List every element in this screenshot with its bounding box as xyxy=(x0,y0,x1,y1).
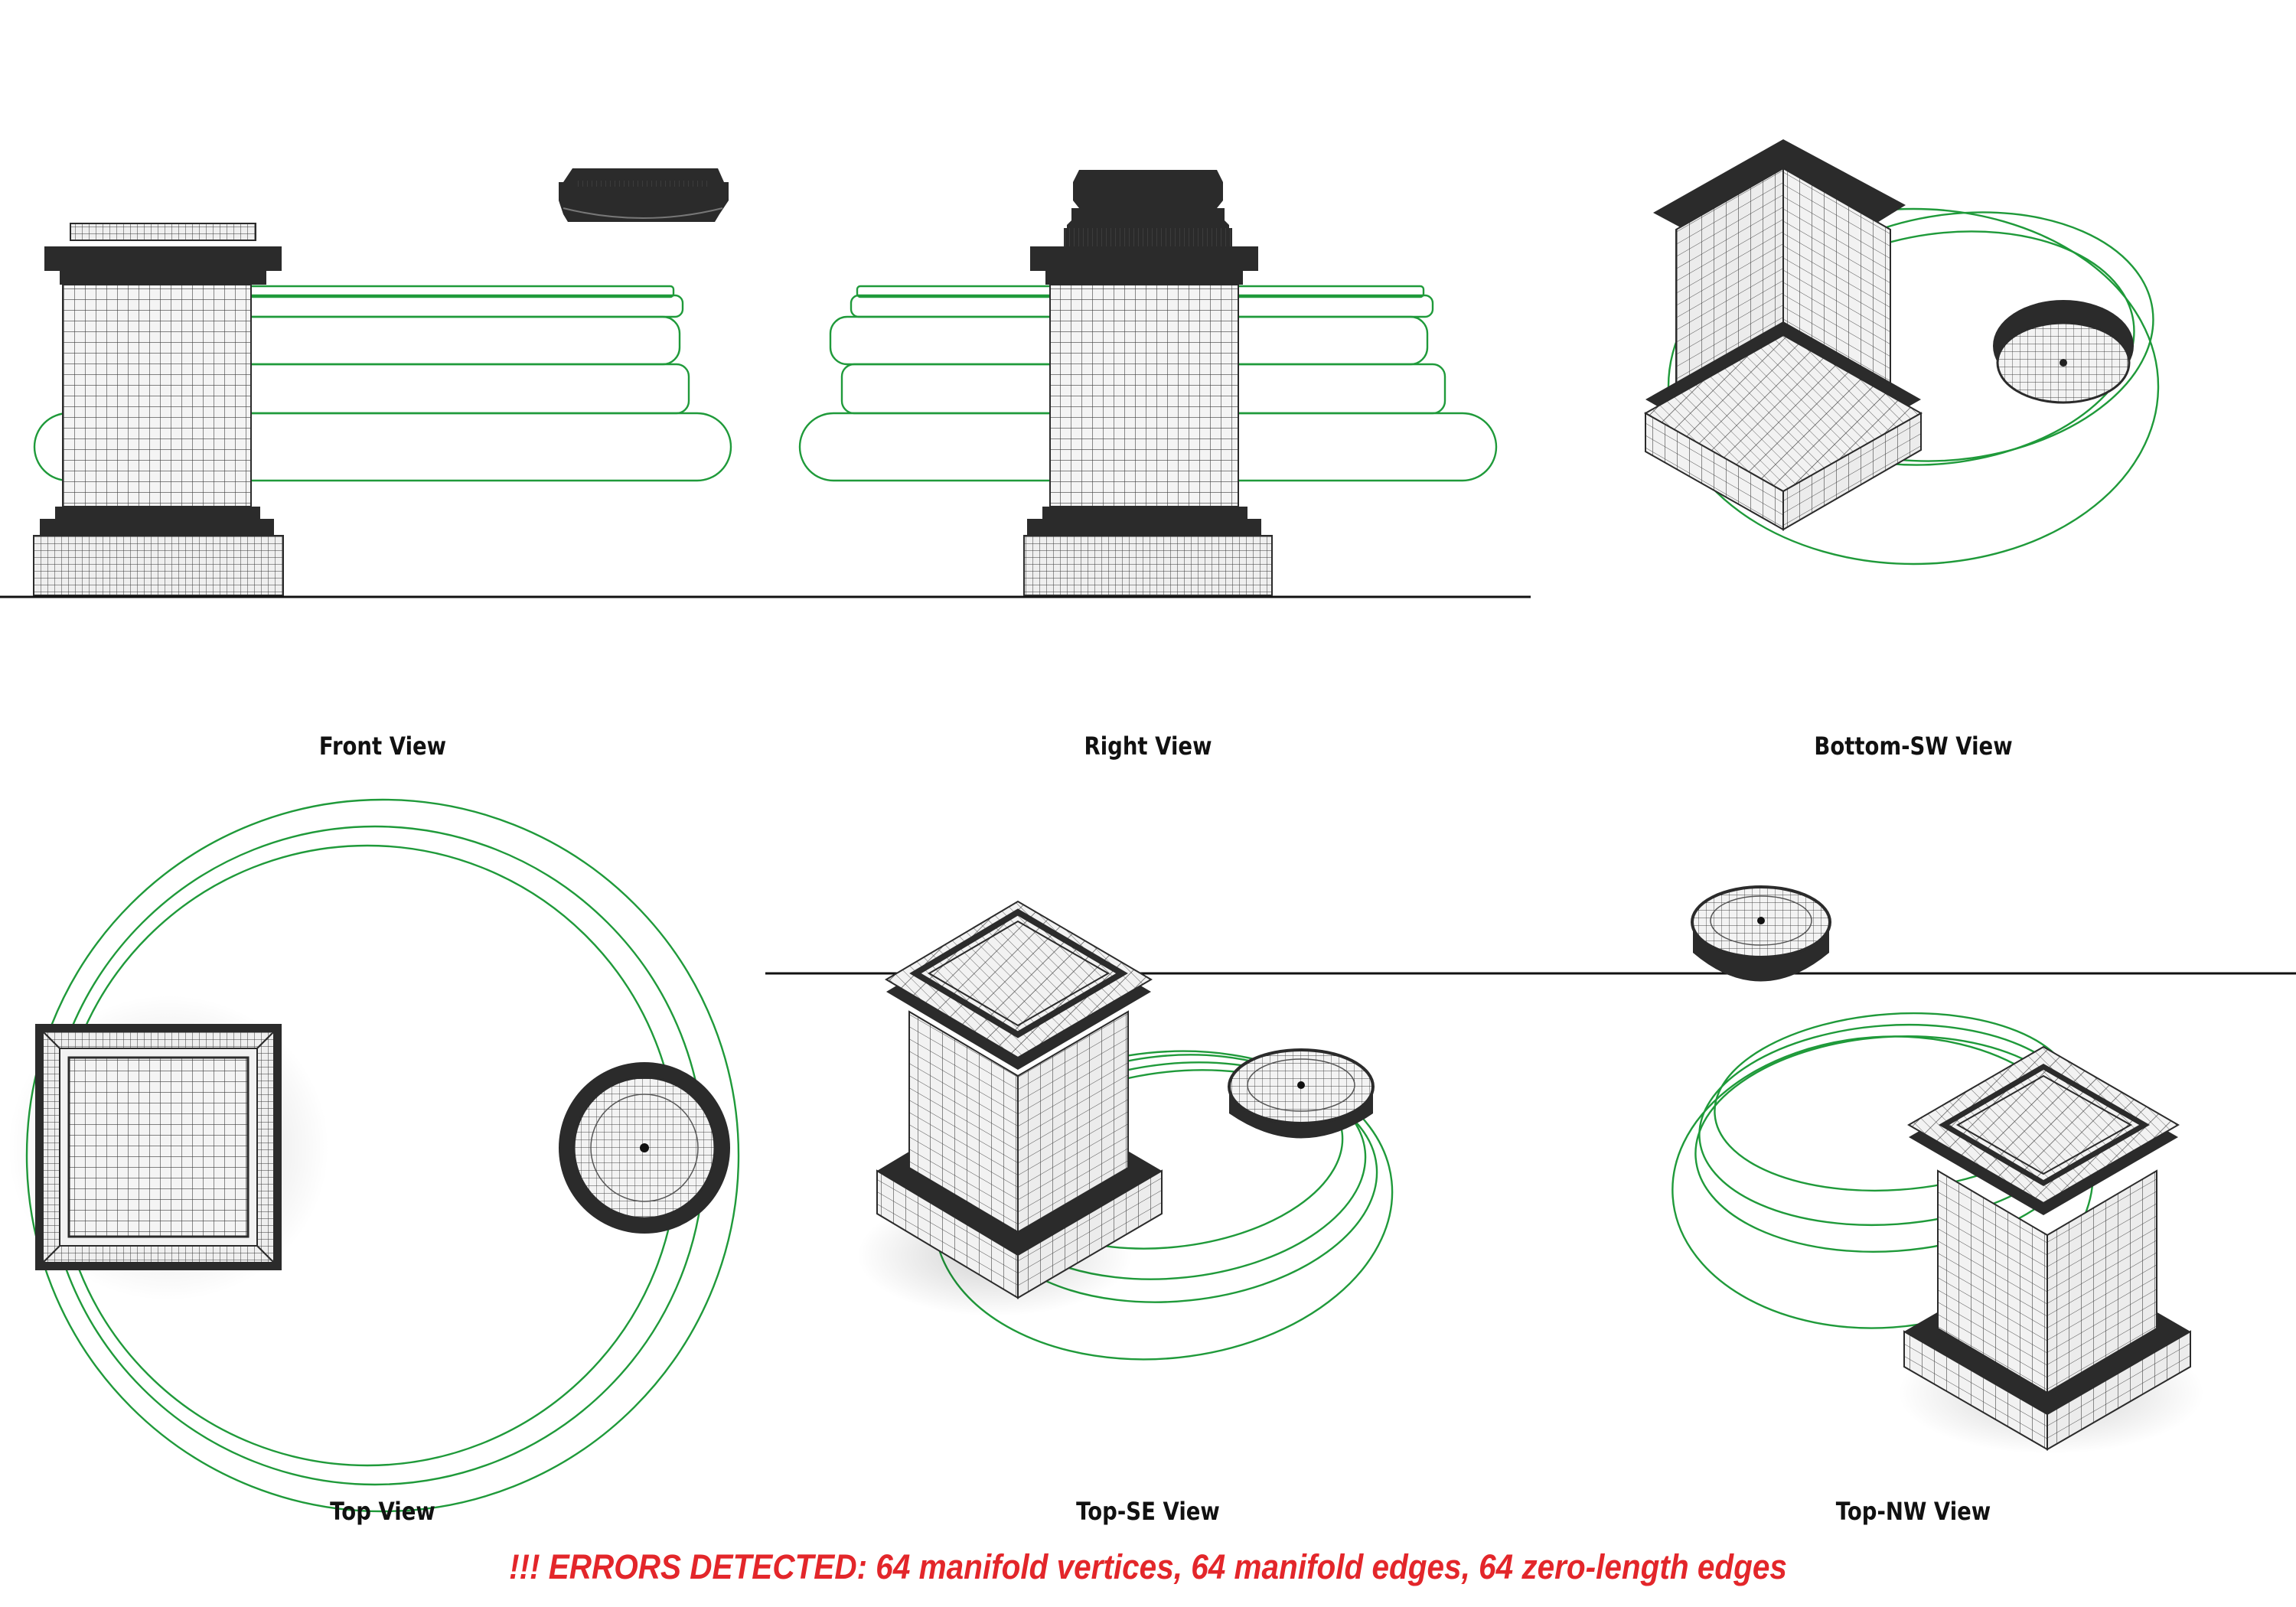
top-nw-view-cap xyxy=(1691,885,1831,982)
top-se-view-label: Top-SE View xyxy=(1076,1497,1220,1526)
front-view xyxy=(0,168,1531,598)
bottom-sw-view xyxy=(1643,139,2160,566)
front-view-cap xyxy=(559,168,729,222)
top-se-view-cap xyxy=(1228,1048,1375,1139)
top-view-label: Top View xyxy=(330,1497,435,1526)
error-banner: !!! ERRORS DETECTED: 64 manifold vertice… xyxy=(509,1547,1787,1586)
front-view-pedestal xyxy=(33,223,284,596)
right-view-pedestal xyxy=(1023,170,1273,596)
top-view-cap xyxy=(559,1062,730,1234)
bottom-sw-view-cap xyxy=(1993,300,2134,404)
bottom-sw-view-pedestal xyxy=(1643,139,1923,531)
bottom-sw-view-label: Bottom-SW View xyxy=(1814,732,2013,761)
right-view xyxy=(798,170,1498,596)
top-nw-view xyxy=(1671,885,2204,1454)
top-view xyxy=(8,798,740,1513)
top-view-pedestal xyxy=(35,1024,282,1270)
top-nw-view-pedestal xyxy=(1903,1045,2191,1451)
right-view-label: Right View xyxy=(1084,732,1212,761)
top-se-view xyxy=(765,900,2296,1361)
top-se-view-pedestal xyxy=(876,900,1163,1299)
front-view-label: Front View xyxy=(318,732,447,761)
top-nw-view-label: Top-NW View xyxy=(1835,1497,1991,1526)
